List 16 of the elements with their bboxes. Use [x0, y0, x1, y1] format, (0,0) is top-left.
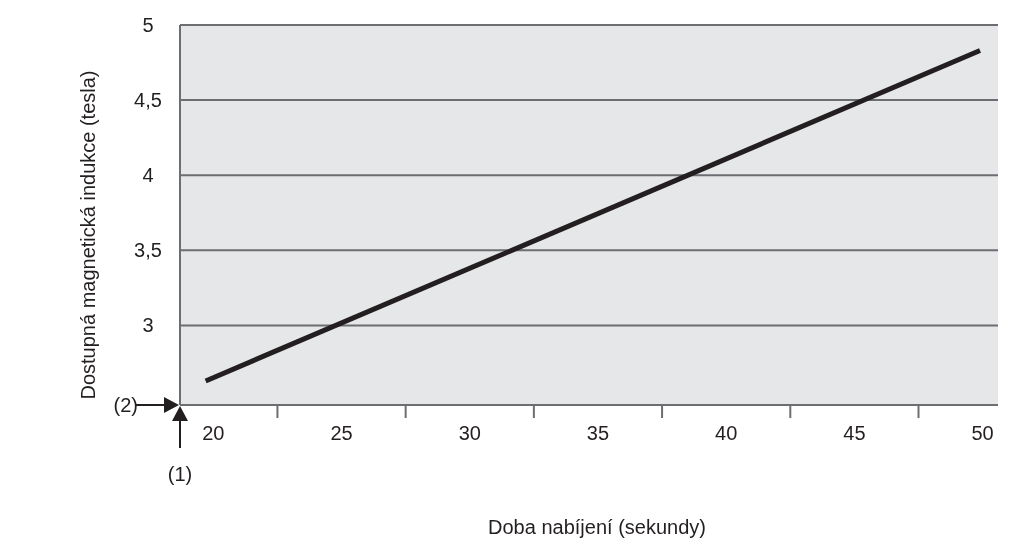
x-tick-label: 35 — [586, 422, 610, 444]
text: (2) — [113, 394, 138, 416]
y-tick-label: 5 — [142, 14, 154, 36]
y-axis-title: Dostupná magnetická indukce (tesla) — [77, 70, 99, 400]
x-tick-label: 40 — [715, 422, 738, 444]
x-tick-label: 45 — [843, 422, 866, 444]
x-axis-title: Doba nabíjení (sekundy) — [488, 516, 706, 538]
x-tick-label: 50 — [971, 422, 994, 444]
x-tick-label: 30 — [458, 422, 481, 444]
y-tick-label: 4 — [142, 164, 154, 187]
x-tick-label: 20 — [202, 422, 225, 444]
y-tick-label: 4,5 — [134, 89, 162, 112]
y-tick-label: 3 — [142, 314, 154, 337]
x-tick-label: 25 — [330, 422, 353, 444]
y-tick-label: 3,5 — [134, 239, 162, 262]
text: (1) — [167, 463, 193, 485]
